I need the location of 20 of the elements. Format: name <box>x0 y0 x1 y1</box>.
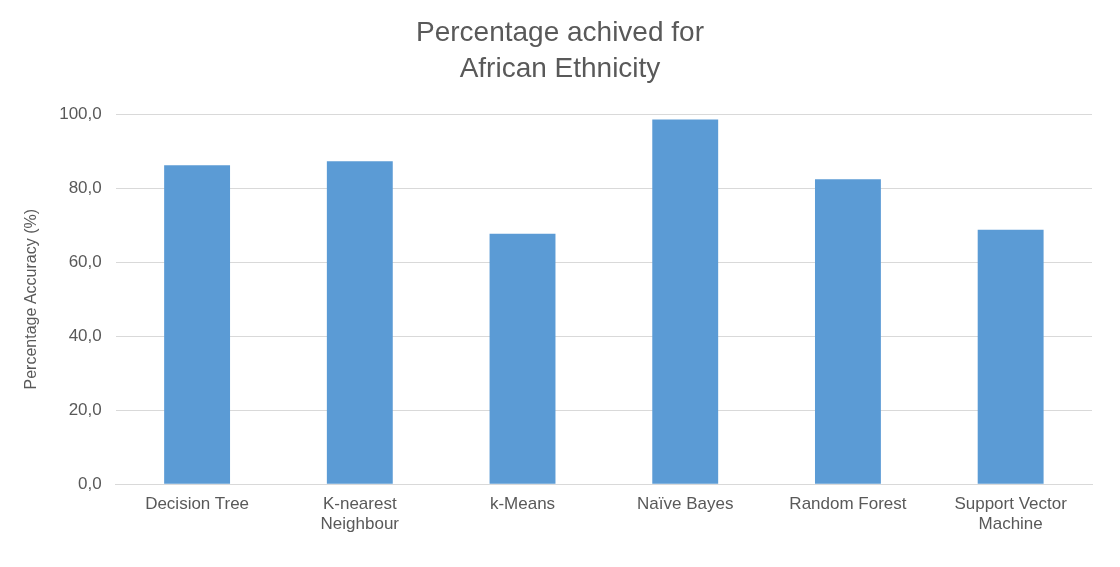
x-tick-label: k-Means <box>489 494 556 514</box>
bar <box>814 179 881 484</box>
bar <box>164 165 231 484</box>
y-tick-label: 20,0 <box>68 399 102 419</box>
x-tick-label: Support Vector Machine <box>954 494 1068 534</box>
bar <box>652 119 719 484</box>
bar <box>489 233 556 484</box>
x-tick-label: Decision Tree <box>145 494 250 514</box>
x-tick-label: Random Forest <box>789 494 907 514</box>
y-tick-label: 60,0 <box>68 251 102 271</box>
bar <box>326 161 393 484</box>
x-tick-label: Naïve Bayes <box>637 494 734 514</box>
y-tick-label: 80,0 <box>68 177 102 197</box>
y-tick-label: 40,0 <box>68 325 102 345</box>
y-tick-label: 0,0 <box>78 473 102 493</box>
x-tick-label: K-nearest Neighbour <box>320 494 400 534</box>
bar <box>977 229 1044 484</box>
chart-title: Percentage achived for African Ethnicity <box>415 15 705 85</box>
y-tick-label: 100,0 <box>59 103 102 123</box>
y-axis-title: Percentage Accuracy (%) <box>22 208 40 390</box>
